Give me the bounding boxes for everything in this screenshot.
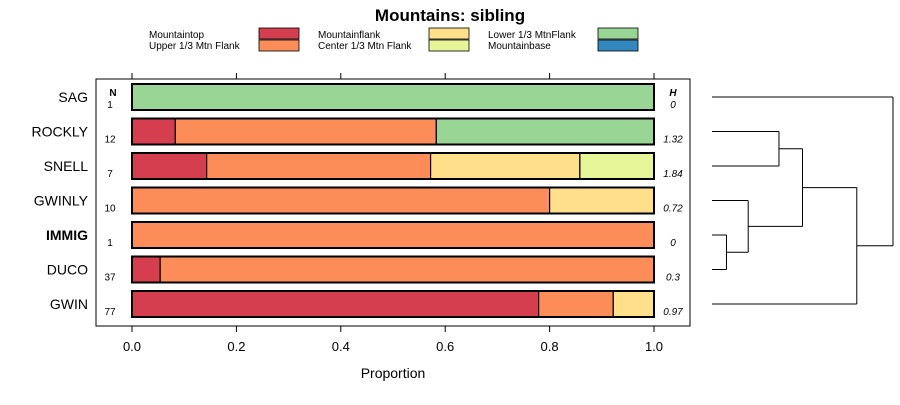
bar-outline xyxy=(131,152,655,180)
row-n-value: 37 xyxy=(104,273,116,284)
legend-label: Center 1/3 Mtn Flank xyxy=(318,41,412,52)
legend-label: Mountainflank xyxy=(318,30,381,41)
row-n-value: 1 xyxy=(107,100,113,111)
bar-segment xyxy=(131,186,551,215)
bar-segment xyxy=(131,152,208,180)
bar-outline xyxy=(131,290,655,318)
bar-outline xyxy=(131,117,655,146)
row-h-value: 0 xyxy=(670,238,676,249)
n-column-header: N xyxy=(109,88,116,99)
x-tick-label: 0.2 xyxy=(227,339,245,354)
chart-title: Mountains: sibling xyxy=(375,6,525,25)
h-column-header: H xyxy=(669,88,677,99)
bar-segment xyxy=(548,186,655,215)
row-h-value: 0.72 xyxy=(663,204,683,215)
legend-swatch xyxy=(597,39,639,52)
bar-outline xyxy=(131,255,655,284)
row-h-value: 0.3 xyxy=(666,273,680,284)
bar-outline xyxy=(131,221,655,249)
legend-label: Lower 1/3 MtnFlank xyxy=(488,30,577,41)
row-label: GWIN xyxy=(50,296,88,312)
bar-segment xyxy=(131,290,540,318)
bar-segment xyxy=(131,117,176,146)
bar-segment xyxy=(435,117,655,146)
legend-swatch xyxy=(258,39,300,52)
row-n-value: 10 xyxy=(104,204,116,215)
bar-segment xyxy=(131,83,655,111)
x-tick-label: 1.0 xyxy=(645,339,663,354)
row-h-value: 1.84 xyxy=(663,169,683,180)
legend-label: Mountainbase xyxy=(488,41,551,52)
row-h-value: 1.32 xyxy=(663,135,683,146)
row-label: SAG xyxy=(58,89,88,105)
row-n-value: 77 xyxy=(104,307,116,318)
legend-label: Upper 1/3 Mtn Flank xyxy=(149,41,241,52)
row-label: ROCKLY xyxy=(31,124,88,140)
row-label: IMMIG xyxy=(46,227,88,243)
bar-outline xyxy=(131,83,655,111)
row-h-value: 0 xyxy=(670,100,676,111)
bar-segment xyxy=(429,152,581,180)
plot-frame xyxy=(95,78,691,327)
row-label: SNELL xyxy=(44,158,89,174)
row-n-value: 1 xyxy=(107,238,113,249)
legend-swatch xyxy=(258,27,300,40)
row-label: GWINLY xyxy=(34,193,89,209)
x-tick-label: 0.8 xyxy=(541,339,559,354)
legend-swatch xyxy=(597,27,639,40)
bar-segment xyxy=(131,221,655,249)
legend-swatch xyxy=(428,39,470,52)
row-n-value: 7 xyxy=(107,169,113,180)
x-axis-label: Proportion xyxy=(361,365,426,381)
row-h-value: 0.97 xyxy=(663,307,683,318)
x-tick-label: 0.6 xyxy=(436,339,454,354)
bar-segment xyxy=(206,152,432,180)
legend-swatch xyxy=(428,27,470,40)
x-tick-label: 0.4 xyxy=(332,339,350,354)
bar-outline xyxy=(131,186,655,215)
bar-segment xyxy=(159,255,655,284)
bar-segment xyxy=(131,255,161,284)
x-tick-label: 0.0 xyxy=(123,339,141,354)
bar-segment xyxy=(538,290,614,318)
row-n-value: 12 xyxy=(104,135,116,146)
bar-segment xyxy=(612,290,655,318)
bar-segment xyxy=(579,152,655,180)
bar-segment xyxy=(174,117,437,146)
row-label: DUCO xyxy=(47,262,88,278)
legend-label: Mountaintop xyxy=(149,30,204,41)
